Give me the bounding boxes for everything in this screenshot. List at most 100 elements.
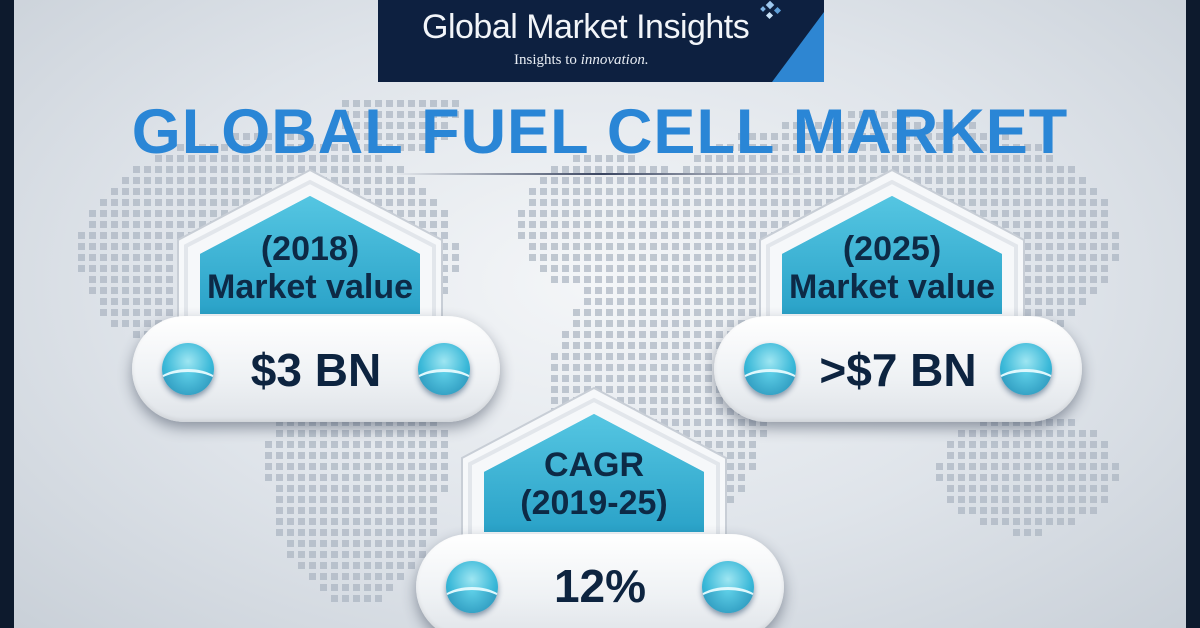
map-dot [408, 474, 415, 481]
map-dot [155, 276, 162, 283]
map-dot [562, 364, 569, 371]
map-dot [980, 485, 987, 492]
map-dot [749, 232, 756, 239]
map-dot [969, 496, 976, 503]
map-dot [1002, 463, 1009, 470]
map-dot [430, 122, 437, 129]
map-dot [320, 144, 327, 151]
map-dot [1068, 188, 1075, 195]
map-dot [1068, 254, 1075, 261]
map-dot [980, 166, 987, 173]
map-dot [980, 199, 987, 206]
map-dot [760, 155, 767, 162]
map-dot [375, 584, 382, 591]
map-dot [287, 463, 294, 470]
map-dot [793, 144, 800, 151]
map-dot [265, 441, 272, 448]
map-dot [639, 254, 646, 261]
map-dot [276, 133, 283, 140]
map-dot [947, 474, 954, 481]
map-dot [628, 331, 635, 338]
map-dot [133, 265, 140, 272]
map-dot [738, 463, 745, 470]
map-dot [111, 254, 118, 261]
map-dot [969, 188, 976, 195]
map-dot [661, 408, 668, 415]
map-dot [375, 199, 382, 206]
map-dot [144, 166, 151, 173]
map-dot [320, 485, 327, 492]
map-dot [628, 221, 635, 228]
map-dot [375, 540, 382, 547]
map-dot [1035, 287, 1042, 294]
map-dot [78, 254, 85, 261]
map-dot [529, 188, 536, 195]
map-dot [683, 265, 690, 272]
map-dot [364, 540, 371, 547]
map-dot [111, 287, 118, 294]
map-dot [1046, 188, 1053, 195]
map-dot [111, 188, 118, 195]
map-dot [331, 430, 338, 437]
map-dot [1101, 496, 1108, 503]
map-dot [298, 496, 305, 503]
map-dot [265, 166, 272, 173]
map-dot [122, 287, 129, 294]
map-dot [584, 364, 591, 371]
map-dot [705, 287, 712, 294]
map-dot [1024, 518, 1031, 525]
map-dot [991, 518, 998, 525]
map-dot [375, 474, 382, 481]
map-dot [716, 254, 723, 261]
map-dot [111, 199, 118, 206]
map-dot [144, 188, 151, 195]
map-dot [298, 430, 305, 437]
map-dot [584, 254, 591, 261]
map-dot [848, 133, 855, 140]
map-dot [650, 331, 657, 338]
map-dot [969, 485, 976, 492]
map-dot [364, 529, 371, 536]
map-dot [683, 177, 690, 184]
map-dot [595, 309, 602, 316]
map-dot [1079, 507, 1086, 514]
map-dot [540, 177, 547, 184]
map-dot [749, 210, 756, 217]
map-dot [705, 309, 712, 316]
map-dot [837, 144, 844, 151]
map-dot [166, 210, 173, 217]
map-dot [749, 452, 756, 459]
map-dot [320, 166, 327, 173]
map-dot [441, 111, 448, 118]
map-dot [353, 452, 360, 459]
map-dot [1046, 419, 1053, 426]
map-dot [672, 188, 679, 195]
map-dot [155, 243, 162, 250]
map-dot [628, 243, 635, 250]
map-dot [881, 111, 888, 118]
map-dot [606, 375, 613, 382]
map-dot [408, 133, 415, 140]
map-dot [133, 199, 140, 206]
map-dot [375, 155, 382, 162]
map-dot [331, 441, 338, 448]
map-dot [595, 342, 602, 349]
map-dot [1035, 474, 1042, 481]
map-dot [364, 100, 371, 107]
map-dot [947, 177, 954, 184]
map-dot [199, 188, 206, 195]
map-dot [298, 507, 305, 514]
map-dot [419, 419, 426, 426]
map-dot [782, 188, 789, 195]
map-dot [914, 177, 921, 184]
map-dot [980, 463, 987, 470]
map-dot [221, 144, 228, 151]
map-dot [848, 155, 855, 162]
map-dot [694, 155, 701, 162]
map-dot [826, 155, 833, 162]
map-dot [672, 309, 679, 316]
map-dot [1035, 518, 1042, 525]
map-dot [386, 496, 393, 503]
map-dot [1068, 210, 1075, 217]
map-dot [584, 309, 591, 316]
